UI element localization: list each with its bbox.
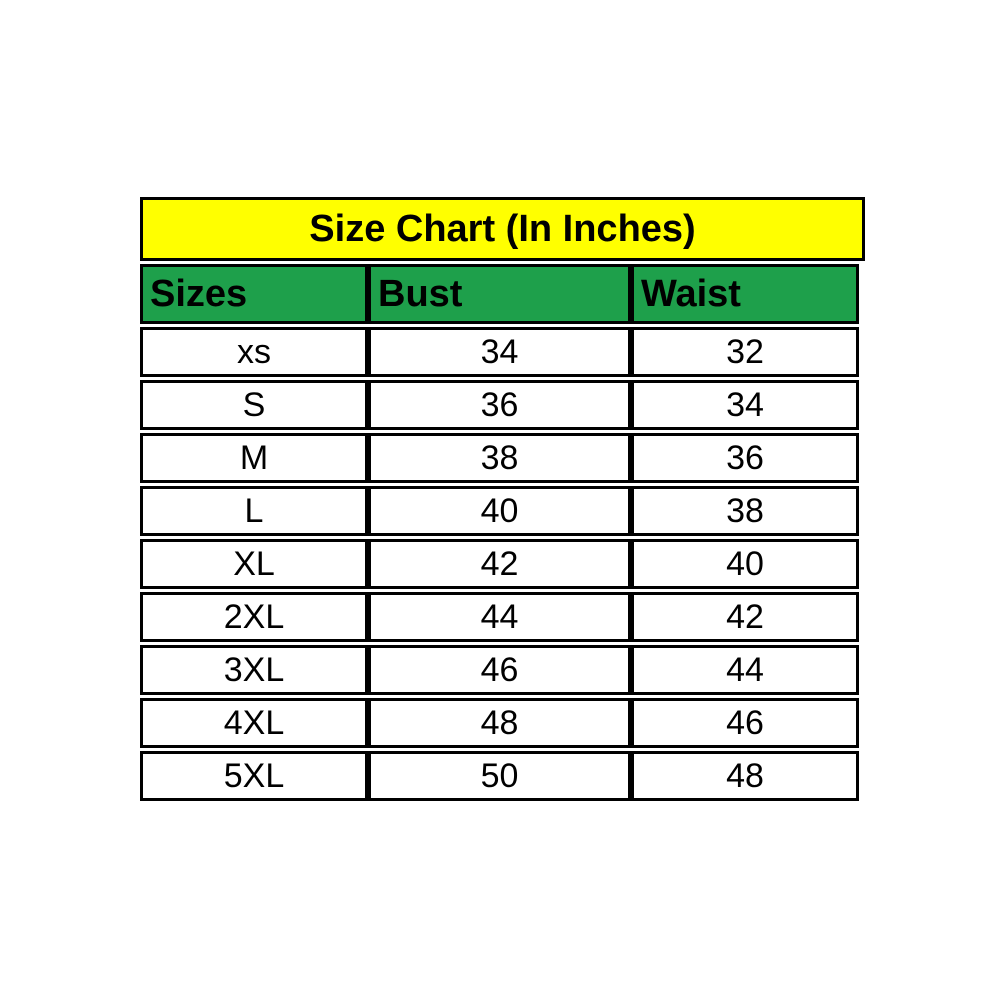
- bust-value-cell: 46: [368, 645, 631, 695]
- waist-value-cell: 42: [631, 592, 859, 642]
- size-table-body: xs 34 32 S 36 34 M 38 36 L 40 38 XL 42 40 2XL 44 42 3XL 46 4…: [140, 327, 859, 801]
- size-chart: Size Chart (In Inches) Sizes Bust Waist …: [140, 197, 865, 804]
- size-label-cell: 5XL: [140, 751, 368, 801]
- waist-value-cell: 36: [631, 433, 859, 483]
- waist-value-cell: 48: [631, 751, 859, 801]
- bust-value-cell: 40: [368, 486, 631, 536]
- bust-value-cell: 34: [368, 327, 631, 377]
- table-row: S 36 34: [140, 380, 859, 430]
- size-label-cell: M: [140, 433, 368, 483]
- size-label-cell: xs: [140, 327, 368, 377]
- waist-value-cell: 44: [631, 645, 859, 695]
- table-row: XL 42 40: [140, 539, 859, 589]
- bust-value-cell: 36: [368, 380, 631, 430]
- size-label-cell: XL: [140, 539, 368, 589]
- table-row: L 40 38: [140, 486, 859, 536]
- column-header-bust: Bust: [368, 264, 631, 324]
- table-row: xs 34 32: [140, 327, 859, 377]
- waist-value-cell: 40: [631, 539, 859, 589]
- bust-value-cell: 50: [368, 751, 631, 801]
- column-header-sizes: Sizes: [140, 264, 368, 324]
- size-label-cell: S: [140, 380, 368, 430]
- size-label-cell: 3XL: [140, 645, 368, 695]
- size-chart-title-bar: Size Chart (In Inches): [140, 197, 865, 261]
- table-row: 3XL 46 44: [140, 645, 859, 695]
- waist-value-cell: 34: [631, 380, 859, 430]
- size-table: Sizes Bust Waist xs 34 32 S 36 34 M 38 36 L 40 38 XL…: [140, 261, 859, 804]
- waist-value-cell: 46: [631, 698, 859, 748]
- header-row: Sizes Bust Waist: [140, 264, 859, 324]
- table-row: 4XL 48 46: [140, 698, 859, 748]
- size-label-cell: 2XL: [140, 592, 368, 642]
- waist-value-cell: 32: [631, 327, 859, 377]
- table-row: 5XL 50 48: [140, 751, 859, 801]
- bust-value-cell: 44: [368, 592, 631, 642]
- column-header-waist: Waist: [631, 264, 859, 324]
- bust-value-cell: 48: [368, 698, 631, 748]
- table-row: M 38 36: [140, 433, 859, 483]
- size-label-cell: L: [140, 486, 368, 536]
- size-chart-title: Size Chart (In Inches): [309, 207, 696, 250]
- table-row: 2XL 44 42: [140, 592, 859, 642]
- size-label-cell: 4XL: [140, 698, 368, 748]
- waist-value-cell: 38: [631, 486, 859, 536]
- bust-value-cell: 42: [368, 539, 631, 589]
- bust-value-cell: 38: [368, 433, 631, 483]
